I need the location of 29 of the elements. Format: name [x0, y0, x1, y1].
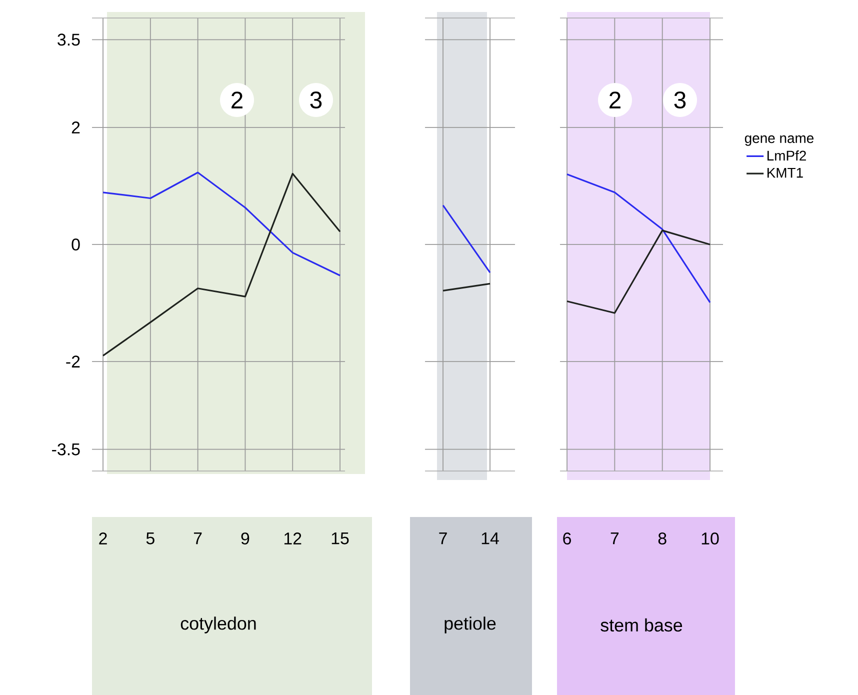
x-tick-label: 14 [482, 532, 499, 544]
line-series [102, 172, 341, 356]
annotation: 3 [674, 92, 686, 108]
annotation: 2 [232, 92, 242, 108]
x-tick-label: 7 [194, 532, 202, 544]
x-tick-label: 5 [146, 532, 154, 544]
x-tick-label: 7 [439, 532, 447, 544]
annotation: 2 [610, 92, 620, 108]
x-tick-label: 15 [332, 532, 349, 544]
y-tick-label: -2 [66, 356, 80, 368]
x-axis-title: stem base [600, 618, 682, 632]
annotation: 3 [310, 92, 322, 108]
y-tick-label: 0 [72, 238, 80, 250]
legend-title: gene name [744, 135, 814, 146]
x-tick-label: 8 [658, 532, 666, 545]
y-tick-label: -3.5 [52, 443, 80, 456]
x-tick-label: 12 [284, 532, 302, 544]
y-tick-label: 2 [72, 122, 80, 134]
x-tick-label: 10 [702, 532, 719, 545]
legend-label: KMT1 [767, 168, 803, 178]
y-tick-label: 3.5 [58, 34, 80, 46]
x-tick-label: 2 [99, 532, 107, 544]
x-tick-label: 9 [241, 532, 250, 545]
x-axis-title: cotyledon [180, 616, 256, 634]
x-axis-title: petiole [444, 616, 496, 634]
x-tick-label: 6 [563, 532, 571, 545]
line-series [102, 172, 341, 276]
x-tick-label: 7 [610, 532, 619, 544]
legend-label: LmPf2 [767, 150, 806, 160]
